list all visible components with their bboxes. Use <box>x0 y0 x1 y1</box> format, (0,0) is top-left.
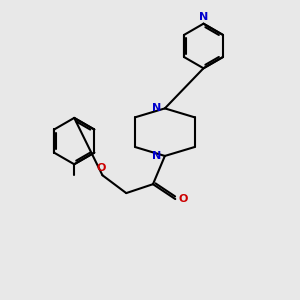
Text: O: O <box>96 163 106 173</box>
Text: N: N <box>199 12 208 22</box>
Text: N: N <box>152 103 161 113</box>
Text: N: N <box>152 151 161 161</box>
Text: O: O <box>179 194 188 204</box>
